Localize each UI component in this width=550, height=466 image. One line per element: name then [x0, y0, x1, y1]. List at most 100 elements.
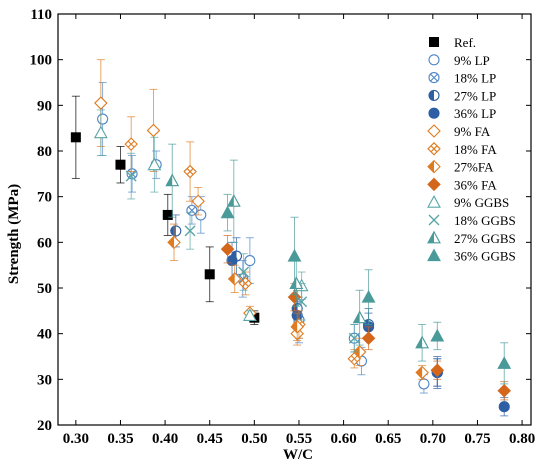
legend-marker	[427, 230, 441, 244]
legend-label: 18% LP	[454, 71, 496, 86]
x-tick-label: 0.80	[509, 431, 535, 447]
marker-cross	[128, 141, 135, 148]
x-tick-label: 0.45	[197, 431, 223, 447]
data-point	[418, 378, 430, 390]
data-point	[204, 269, 215, 280]
marker-shape	[427, 124, 441, 138]
y-tick-label: 70	[37, 190, 52, 206]
marker-shape	[94, 96, 108, 110]
x-axis-title: W/C	[283, 447, 313, 463]
legend-label: 9% GGBS	[454, 195, 509, 210]
data-point	[415, 365, 429, 380]
legend-label: 27%FA	[454, 160, 494, 175]
data-point	[146, 123, 161, 138]
data-point	[430, 328, 445, 342]
data-point	[70, 132, 81, 143]
legend-marker	[428, 107, 440, 119]
legend-label: 9% FA	[454, 124, 491, 139]
marker-shape	[427, 195, 441, 208]
marker-shape	[361, 289, 376, 303]
data-point	[220, 242, 235, 256]
axis-layer: 0.30 0.35 0.40 0.45 0.50 0.55 0.60 0.65 0.70 0.75…	[30, 7, 536, 447]
marker-shape	[427, 248, 441, 262]
data-point	[97, 113, 109, 125]
series-27-ggbs	[165, 143, 430, 362]
marker-half	[416, 366, 423, 379]
plot-frame	[57, 13, 532, 426]
data-point	[497, 356, 512, 369]
y-tick-label: 40	[37, 327, 52, 343]
legend-label: 27% LP	[454, 88, 496, 103]
marker-shape	[428, 54, 440, 66]
marker-half	[416, 336, 423, 348]
data-point	[242, 308, 257, 321]
data-point	[415, 335, 430, 349]
marker-shape	[220, 242, 235, 256]
marker-shape	[125, 170, 137, 182]
marker-half	[428, 160, 434, 173]
x-tick-label: 0.35	[107, 431, 133, 447]
marker-half	[429, 90, 434, 101]
legend-label: 36% FA	[454, 177, 497, 192]
marker-shape	[287, 248, 302, 262]
marker-shape	[184, 225, 196, 237]
legend-marker	[428, 89, 440, 101]
data-point	[93, 125, 108, 139]
legend-item: 27% LP	[428, 88, 496, 103]
legend-label: 27% GGBS	[454, 231, 516, 246]
data-point	[238, 266, 250, 278]
data-point	[124, 137, 138, 151]
marker-shape	[497, 383, 512, 398]
y-axis-title: Strength (MPa)	[6, 184, 22, 284]
marker-half	[428, 231, 434, 243]
legend-marker	[428, 54, 440, 66]
marker-shape	[427, 177, 441, 192]
legend-item: 18% FA	[427, 142, 497, 157]
data-point	[186, 204, 198, 216]
legend-label: 18% GGBS	[454, 213, 516, 228]
marker-shape	[348, 332, 360, 344]
legend-item: 9% FA	[427, 124, 491, 139]
marker-shape	[226, 255, 238, 267]
data-point	[165, 173, 180, 187]
x-tick-label: 0.55	[286, 431, 312, 447]
y-tick-label: 100	[30, 53, 53, 69]
y-tick-label: 60	[37, 235, 52, 251]
y-tick-label: 20	[37, 418, 52, 434]
data-point	[287, 248, 302, 262]
series-18-fa	[124, 116, 362, 369]
marker-shape	[361, 331, 376, 346]
legend-item: 27% GGBS	[427, 230, 516, 246]
legend-item: Ref.	[429, 35, 476, 50]
legend-marker	[427, 177, 441, 192]
data-point	[184, 225, 196, 237]
marker-half	[291, 320, 298, 333]
legend-marker	[427, 248, 441, 262]
marker-shape	[238, 266, 250, 278]
legend-label: 18% FA	[454, 142, 497, 157]
marker-shape	[146, 123, 161, 138]
x-tick-label: 0.60	[330, 431, 356, 447]
legend-item: 36% FA	[427, 177, 497, 192]
x-tick-label: 0.70	[420, 431, 446, 447]
data-point	[226, 194, 241, 207]
data-point	[125, 170, 137, 182]
y-tick-label: 90	[37, 98, 52, 114]
series-36-fa	[220, 235, 512, 401]
marker-shape	[97, 113, 109, 125]
legend-marker	[427, 142, 441, 156]
x-tick-label: 0.50	[241, 431, 267, 447]
series-18-ggbs	[125, 152, 360, 353]
marker-shape	[162, 209, 173, 220]
legend-marker	[428, 72, 440, 84]
marker-shape	[428, 214, 440, 226]
data-point	[183, 164, 197, 179]
data-point	[226, 255, 238, 267]
marker-shape	[93, 125, 108, 139]
x-tick-label: 0.65	[375, 431, 401, 447]
marker-cross	[351, 355, 358, 362]
marker-half	[170, 225, 176, 236]
data-point	[94, 96, 108, 110]
marker-cross	[430, 145, 438, 152]
